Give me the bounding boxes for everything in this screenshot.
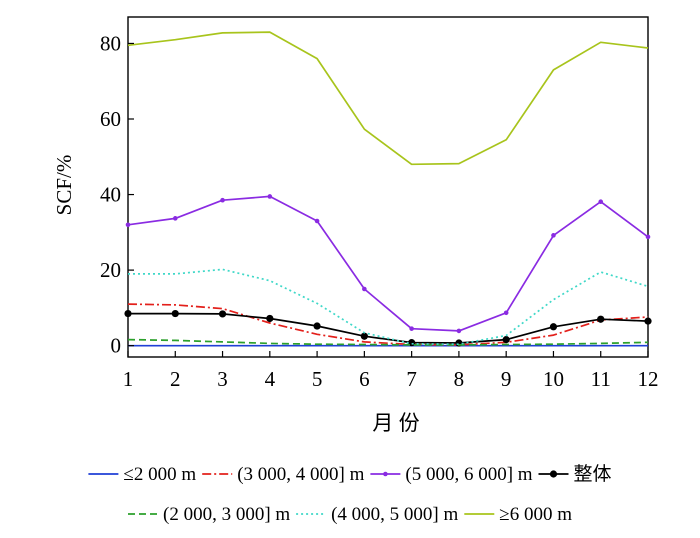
data-point [551, 233, 556, 238]
data-point [171, 309, 179, 318]
data-point [267, 194, 273, 199]
data-point [549, 323, 558, 331]
data-point [360, 332, 368, 340]
series-4 [127, 338, 649, 346]
series-1 [127, 303, 649, 346]
data-point [503, 310, 509, 316]
data-point [220, 197, 225, 203]
data-point [172, 216, 178, 221]
data-point [313, 322, 321, 330]
legend-item: (3 000, 4 000] m [202, 464, 365, 485]
data-point [266, 314, 274, 323]
data-point [644, 317, 652, 325]
plot-frame [127, 16, 649, 358]
legend-item: (4 000, 5 000] m [296, 504, 459, 525]
data-point [125, 222, 131, 228]
legend-item: ≥6 000 m [464, 504, 572, 525]
x-tick-label: 5 [312, 367, 323, 391]
legend-label: (4 000, 5 000] m [331, 504, 458, 525]
legend-item: (5 000, 6 000] m [370, 464, 533, 485]
legend-item: (2 000, 3 000] m [128, 504, 290, 525]
series-line [127, 195, 649, 332]
x-tick-label: 10 [543, 367, 564, 391]
legend-item: ≤2 000 m [88, 464, 196, 485]
data-point [218, 310, 227, 318]
x-tick-label: 11 [591, 367, 611, 391]
y-tick-label: 0 [111, 334, 122, 358]
series-line [127, 303, 649, 346]
data-point [502, 336, 510, 344]
data-point [456, 328, 462, 334]
data-point [314, 218, 320, 224]
series-2 [125, 194, 651, 334]
x-tick-label: 1 [123, 367, 134, 391]
data-point [409, 326, 414, 331]
legend-marker [383, 471, 388, 477]
x-axis-title: 月 份 [372, 411, 419, 435]
x-tick-label: 2 [170, 367, 181, 391]
legend-marker [549, 470, 558, 478]
legend-item: 整体 [538, 463, 612, 485]
y-tick-label: 80 [100, 31, 121, 55]
y-tick-label: 20 [100, 258, 121, 282]
legend-label: ≥6 000 m [499, 504, 572, 525]
data-point [598, 199, 604, 205]
legend-label: (3 000, 4 000] m [237, 464, 364, 485]
legend: ≤2 000 m (3 000, 4 000] m (5 000, 6 000] m… [88, 463, 612, 525]
series-6 [127, 31, 649, 166]
y-tick-label: 40 [100, 183, 121, 207]
series-line [127, 31, 649, 166]
series-line [128, 312, 649, 344]
data-point [645, 234, 651, 240]
y-axis-title: SCF/% [52, 155, 76, 216]
legend-label: (5 000, 6 000] m [405, 464, 532, 485]
x-tick-label: 3 [217, 367, 228, 391]
x-tick-label: 12 [638, 367, 659, 391]
x-tick-label: 4 [265, 367, 276, 391]
legend-label: ≤2 000 m [123, 464, 196, 485]
x-tick-label: 7 [406, 367, 417, 391]
y-tick-label: 60 [100, 107, 121, 131]
x-tick-label: 9 [501, 367, 512, 391]
x-tick-label: 8 [454, 367, 465, 391]
series-line [127, 338, 649, 346]
data-point [124, 309, 132, 318]
legend-label: 整体 [574, 463, 612, 485]
series-5 [128, 268, 649, 346]
plot-area-border [127, 16, 649, 358]
series-line [128, 268, 649, 346]
data-point [362, 286, 367, 292]
x-tick-label: 6 [359, 367, 370, 391]
data-point [597, 315, 605, 323]
series-lines [124, 31, 652, 347]
legend-label: (2 000, 3 000] m [163, 504, 290, 525]
